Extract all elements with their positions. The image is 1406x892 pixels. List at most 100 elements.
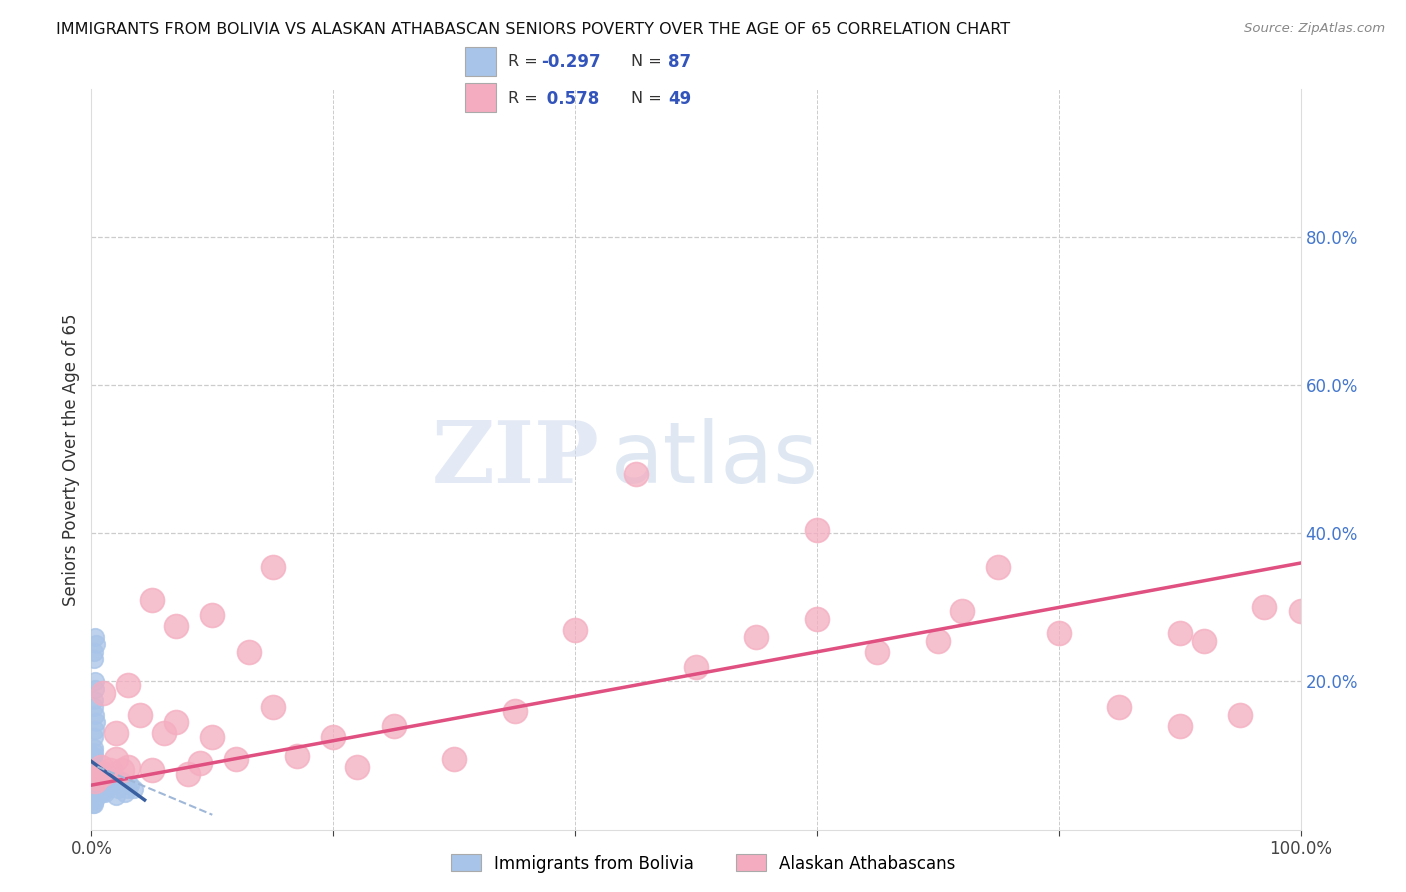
Point — [83, 778, 105, 792]
Point — [86, 771, 108, 785]
Point — [86, 789, 108, 804]
Point — [382, 719, 405, 733]
Point — [84, 789, 107, 804]
Point — [83, 781, 105, 796]
FancyBboxPatch shape — [465, 84, 496, 112]
Point — [83, 652, 105, 666]
Point — [91, 786, 114, 800]
Point — [93, 767, 115, 781]
Point — [201, 730, 224, 744]
Point — [84, 764, 107, 778]
Text: 0.578: 0.578 — [541, 90, 599, 108]
Point — [83, 786, 105, 800]
Point — [93, 786, 115, 800]
Point — [84, 774, 107, 789]
Point — [83, 774, 105, 789]
Text: 87: 87 — [668, 53, 690, 70]
Point — [1253, 600, 1275, 615]
Point — [866, 645, 889, 659]
Point — [84, 771, 107, 785]
Point — [128, 707, 150, 722]
Point — [84, 778, 107, 792]
Point — [122, 781, 145, 796]
Point — [104, 726, 127, 740]
Point — [82, 764, 104, 778]
Point — [100, 771, 122, 785]
Point — [104, 752, 127, 766]
Point — [83, 774, 105, 789]
Text: -0.297: -0.297 — [541, 53, 600, 70]
Point — [927, 633, 949, 648]
Point — [1229, 707, 1251, 722]
Point — [238, 645, 260, 659]
Point — [86, 786, 108, 800]
Point — [83, 797, 105, 811]
Point — [262, 700, 284, 714]
Point — [87, 778, 110, 792]
Point — [87, 781, 110, 796]
Y-axis label: Seniors Poverty Over the Age of 65: Seniors Poverty Over the Age of 65 — [62, 313, 80, 606]
Point — [111, 764, 132, 778]
Point — [84, 637, 107, 651]
Point — [83, 767, 105, 781]
Point — [117, 781, 139, 796]
Point — [83, 756, 105, 770]
Point — [82, 789, 104, 804]
Point — [564, 623, 586, 637]
Point — [443, 752, 465, 766]
Point — [1108, 700, 1130, 714]
Point — [84, 767, 107, 781]
Point — [84, 789, 107, 804]
Point — [84, 630, 107, 644]
Point — [177, 767, 200, 781]
Point — [83, 693, 105, 707]
Text: N =: N = — [631, 91, 668, 106]
Point — [153, 726, 176, 740]
Point — [98, 774, 121, 789]
Point — [83, 793, 105, 807]
Point — [84, 781, 107, 796]
Point — [84, 789, 107, 804]
Point — [1047, 626, 1070, 640]
Point — [987, 559, 1010, 574]
Point — [83, 778, 105, 792]
Point — [84, 793, 107, 807]
Point — [84, 781, 107, 796]
Text: R =: R = — [508, 54, 543, 70]
Point — [90, 781, 112, 796]
Point — [225, 752, 247, 766]
Text: ZIP: ZIP — [432, 417, 599, 501]
Legend: Immigrants from Bolivia, Alaskan Athabascans: Immigrants from Bolivia, Alaskan Athabas… — [444, 847, 962, 880]
Point — [165, 715, 187, 730]
Point — [94, 778, 117, 792]
Point — [83, 759, 105, 773]
Text: atlas: atlas — [612, 417, 820, 501]
Point — [685, 659, 707, 673]
Point — [1168, 719, 1191, 733]
Point — [262, 559, 284, 574]
Point — [98, 764, 121, 778]
Point — [89, 786, 111, 800]
Point — [201, 607, 224, 622]
Point — [806, 611, 828, 625]
Point — [96, 781, 118, 796]
Point — [84, 674, 107, 689]
Point — [84, 723, 107, 737]
Point — [84, 771, 107, 785]
Point — [82, 748, 104, 763]
Point — [101, 778, 124, 792]
Point — [188, 756, 211, 770]
Point — [89, 781, 111, 796]
Point — [83, 793, 105, 807]
Point — [141, 593, 163, 607]
Point — [83, 741, 105, 756]
Point — [83, 745, 105, 759]
Point — [84, 774, 107, 789]
Point — [165, 619, 187, 633]
Point — [82, 774, 104, 789]
Text: R =: R = — [508, 91, 543, 106]
Point — [84, 767, 107, 781]
Point — [117, 759, 139, 773]
Point — [84, 774, 107, 789]
Point — [107, 781, 129, 796]
